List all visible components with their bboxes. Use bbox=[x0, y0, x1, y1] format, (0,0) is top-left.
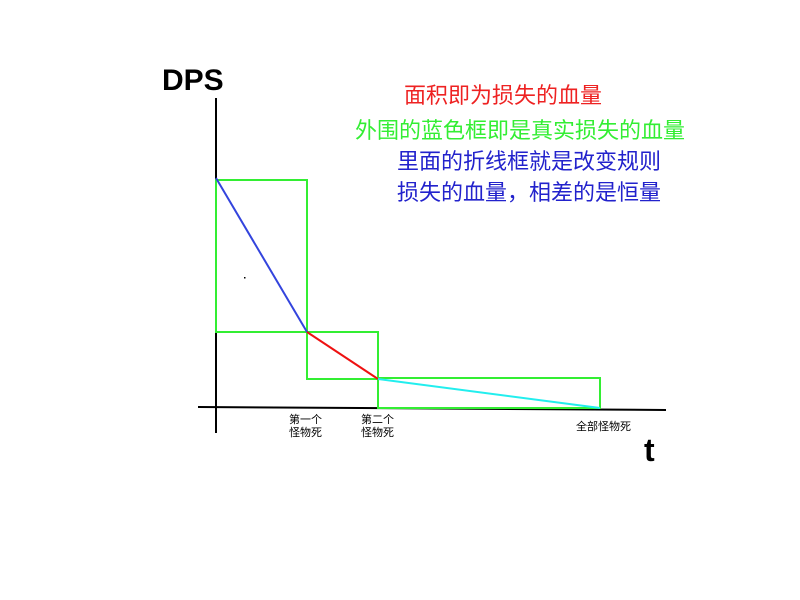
note-inner-polyline: 里面的折线框就是改变规则 bbox=[397, 150, 662, 175]
tick-first-death: 第一个 怪物死 bbox=[289, 413, 322, 439]
segment-blue bbox=[215, 177, 308, 333]
note-area-meaning: 面积即为损失的血量 bbox=[404, 84, 603, 109]
note-constant-difference: 损失的血量，相差的是恒量 bbox=[397, 181, 662, 206]
tick-second-death: 第二个 怪物死 bbox=[361, 413, 394, 439]
tick-second-death-line1: 第二个 bbox=[361, 413, 394, 426]
box-third-phase bbox=[377, 377, 601, 409]
tick-second-death-line2: 怪物死 bbox=[361, 426, 394, 439]
y-axis-label: DPS bbox=[162, 64, 224, 97]
box-first-phase bbox=[215, 179, 308, 333]
segment-cyan bbox=[377, 378, 601, 409]
stray-dot bbox=[244, 277, 246, 279]
tick-all-death: 全部怪物死 bbox=[576, 420, 631, 433]
tick-first-death-line1: 第一个 bbox=[289, 413, 322, 426]
note-outer-box: 外围的蓝色框即是真实损失的血量 bbox=[355, 119, 686, 144]
segment-red bbox=[306, 331, 379, 380]
tick-first-death-line2: 怪物死 bbox=[289, 426, 322, 439]
box-second-phase bbox=[306, 331, 379, 380]
x-axis-label: t bbox=[644, 432, 655, 468]
